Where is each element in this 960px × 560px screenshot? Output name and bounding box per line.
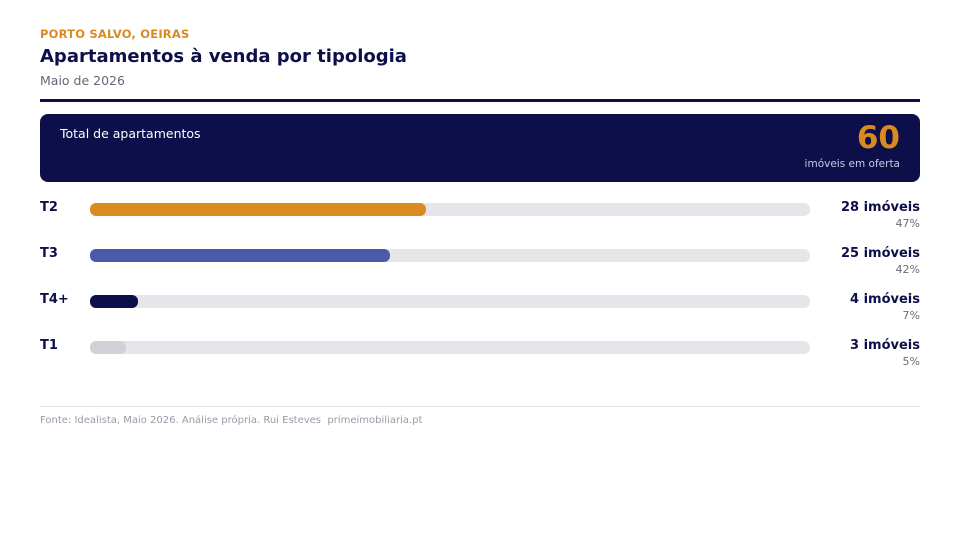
bar-row-t1: T1 3 imóveis 5%	[0, 336, 960, 382]
bar-fill	[90, 341, 126, 354]
bar-chart: T2 28 imóveis 47% T3 25 imóveis 42% T4+ 4 imóve…	[0, 198, 960, 382]
header-divider	[40, 99, 920, 102]
bar-row-t3: T3 25 imóveis 42%	[0, 244, 960, 290]
page-title: Apartamentos à venda por tipologia	[40, 46, 407, 67]
category-label: T3	[40, 246, 58, 261]
count-label: 28 imóveis	[840, 200, 920, 215]
count-label: 25 imóveis	[840, 246, 920, 261]
percent-label: 7%	[902, 309, 920, 322]
bar-track	[90, 295, 810, 308]
bar-track	[90, 341, 810, 354]
bar-row-t4: T4+ 4 imóveis 7%	[0, 290, 960, 336]
percent-label: 47%	[895, 217, 920, 230]
footer-divider	[40, 406, 920, 407]
count-label: 3 imóveis	[850, 338, 920, 353]
bar-fill	[90, 203, 426, 216]
page-subtitle: Maio de 2026	[40, 73, 125, 88]
bar-row-t2: T2 28 imóveis 47%	[0, 198, 960, 244]
summary-note: imóveis em oferta	[804, 158, 900, 170]
percent-label: 42%	[895, 263, 920, 276]
count-label: 4 imóveis	[850, 292, 920, 307]
bar-fill	[90, 295, 138, 308]
eyebrow-label: PORTO SALVO, OEIRAS	[40, 27, 190, 41]
summary-value: 60	[856, 120, 900, 156]
bar-fill	[90, 249, 390, 262]
category-label: T1	[40, 338, 58, 353]
summary-card: Total de apartamentos 60 imóveis em ofer…	[40, 114, 920, 182]
summary-label: Total de apartamentos	[60, 126, 201, 141]
bar-track	[90, 203, 810, 216]
percent-label: 5%	[902, 355, 920, 368]
footer-source: Fonte: Idealista, Maio 2026. Análise pró…	[40, 415, 423, 426]
category-label: T2	[40, 200, 58, 215]
category-label: T4+	[40, 292, 69, 307]
bar-track	[90, 249, 810, 262]
